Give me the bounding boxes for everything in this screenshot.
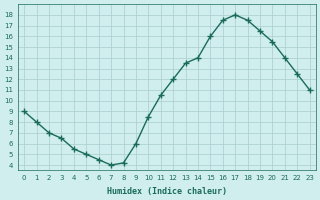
X-axis label: Humidex (Indice chaleur): Humidex (Indice chaleur) [107, 187, 227, 196]
